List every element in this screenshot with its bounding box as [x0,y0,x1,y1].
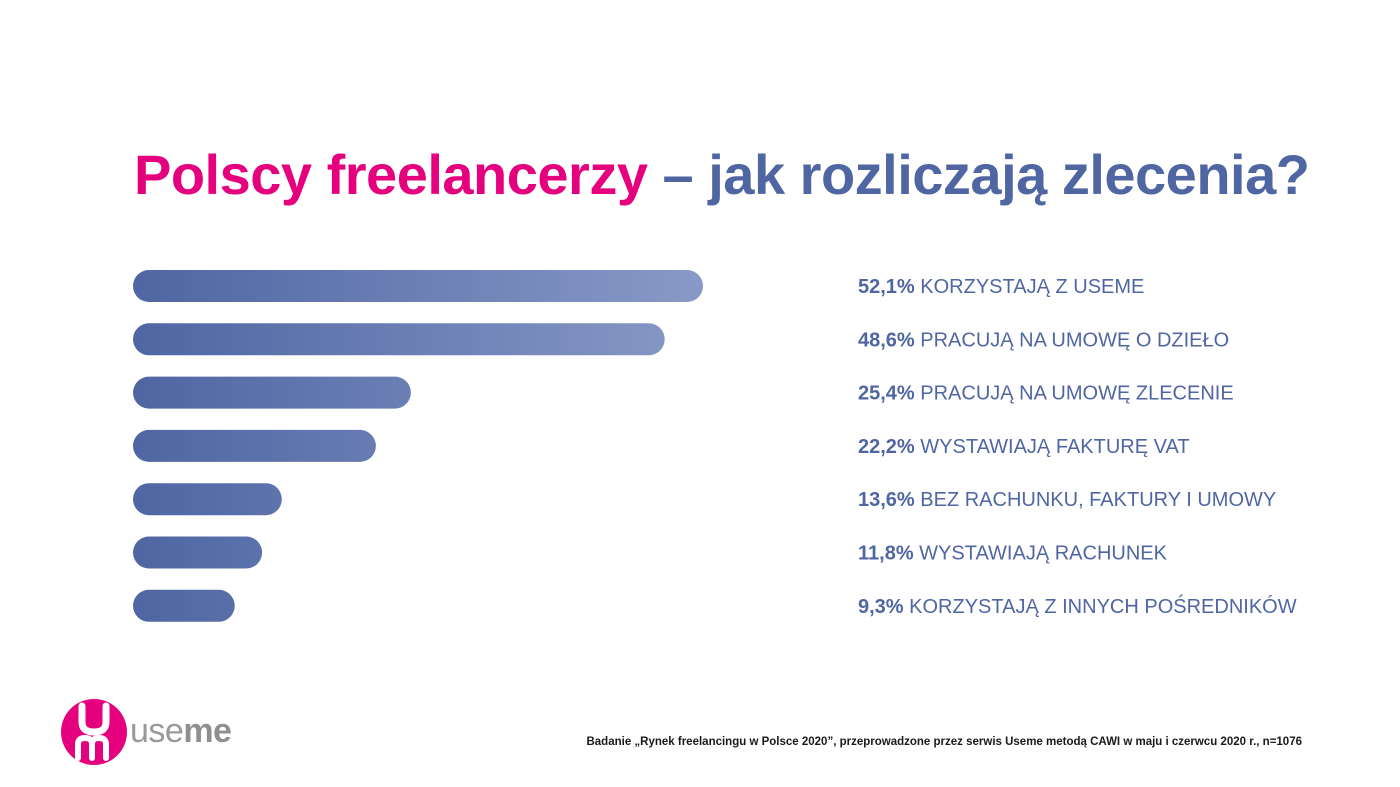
bar-2 [133,323,665,356]
source-footnote: Badanie „Rynek freelancingu w Polsce 202… [586,736,1302,748]
bar-5 [133,483,282,516]
bar-3 [133,376,411,409]
bar-value-label: 9,3% [858,596,904,618]
bar-label-3: 25,4% PRACUJĄ NA UMOWĘ ZLECENIE [858,383,1234,405]
bar-label-7: 9,3% KORZYSTAJĄ Z INNYCH POŚREDNIKÓW [858,594,1297,618]
bar-category-label: KORZYSTAJĄ Z INNYCH POŚREDNIKÓW [904,594,1297,618]
chart-title: Polscy freelancerzy – jak rozliczają zle… [134,142,1310,207]
bar-7 [133,589,235,622]
bar-1 [133,270,703,302]
bar-value-label: 13,6% [858,489,915,511]
bar-value-label: 11,8% [858,543,914,565]
bar-category-label: WYSTAWIAJĄ RACHUNEK [914,543,1168,565]
bar-category-label: PRACUJĄ NA UMOWĘ ZLECENIE [915,383,1234,405]
bar-value-label: 52,1% [858,276,915,298]
bar-label-2: 48,6% PRACUJĄ NA UMOWĘ O DZIEŁO [858,329,1229,351]
bar-value-label: 48,6% [858,329,915,351]
title-part-blue: – jak rozliczają zlecenia? [662,143,1310,206]
bar-label-1: 52,1% KORZYSTAJĄ Z USEME [858,276,1144,298]
bar-category-label: WYSTAWIAJĄ FAKTURĘ VAT [915,436,1190,458]
bar-chart: 52,1% KORZYSTAJĄ Z USEME 48,6% PRACUJĄ NA… [133,270,1297,622]
bar-value-label: 22,2% [858,436,915,458]
title-part-pink: Polscy freelancerzy [134,143,648,206]
bar-category-label: PRACUJĄ NA UMOWĘ O DZIEŁO [915,329,1229,351]
bar-category-label: BEZ RACHUNKU, FAKTURY I UMOWY [915,489,1277,511]
logo-wordmark-use: use [130,712,184,750]
bar-category-label: KORZYSTAJĄ Z USEME [915,276,1145,298]
logo-wordmark: useme [130,712,232,751]
bar-6 [133,536,263,569]
bar-label-5: 13,6% BEZ RACHUNKU, FAKTURY I UMOWY [858,489,1276,511]
bar-4 [133,429,376,462]
bar-value-label: 25,4% [858,383,915,405]
useme-logo [61,699,127,765]
bar-label-6: 11,8% WYSTAWIAJĄ RACHUNEK [858,543,1168,565]
bar-label-4: 22,2% WYSTAWIAJĄ FAKTURĘ VAT [858,436,1190,458]
logo-wordmark-me: me [183,712,232,750]
